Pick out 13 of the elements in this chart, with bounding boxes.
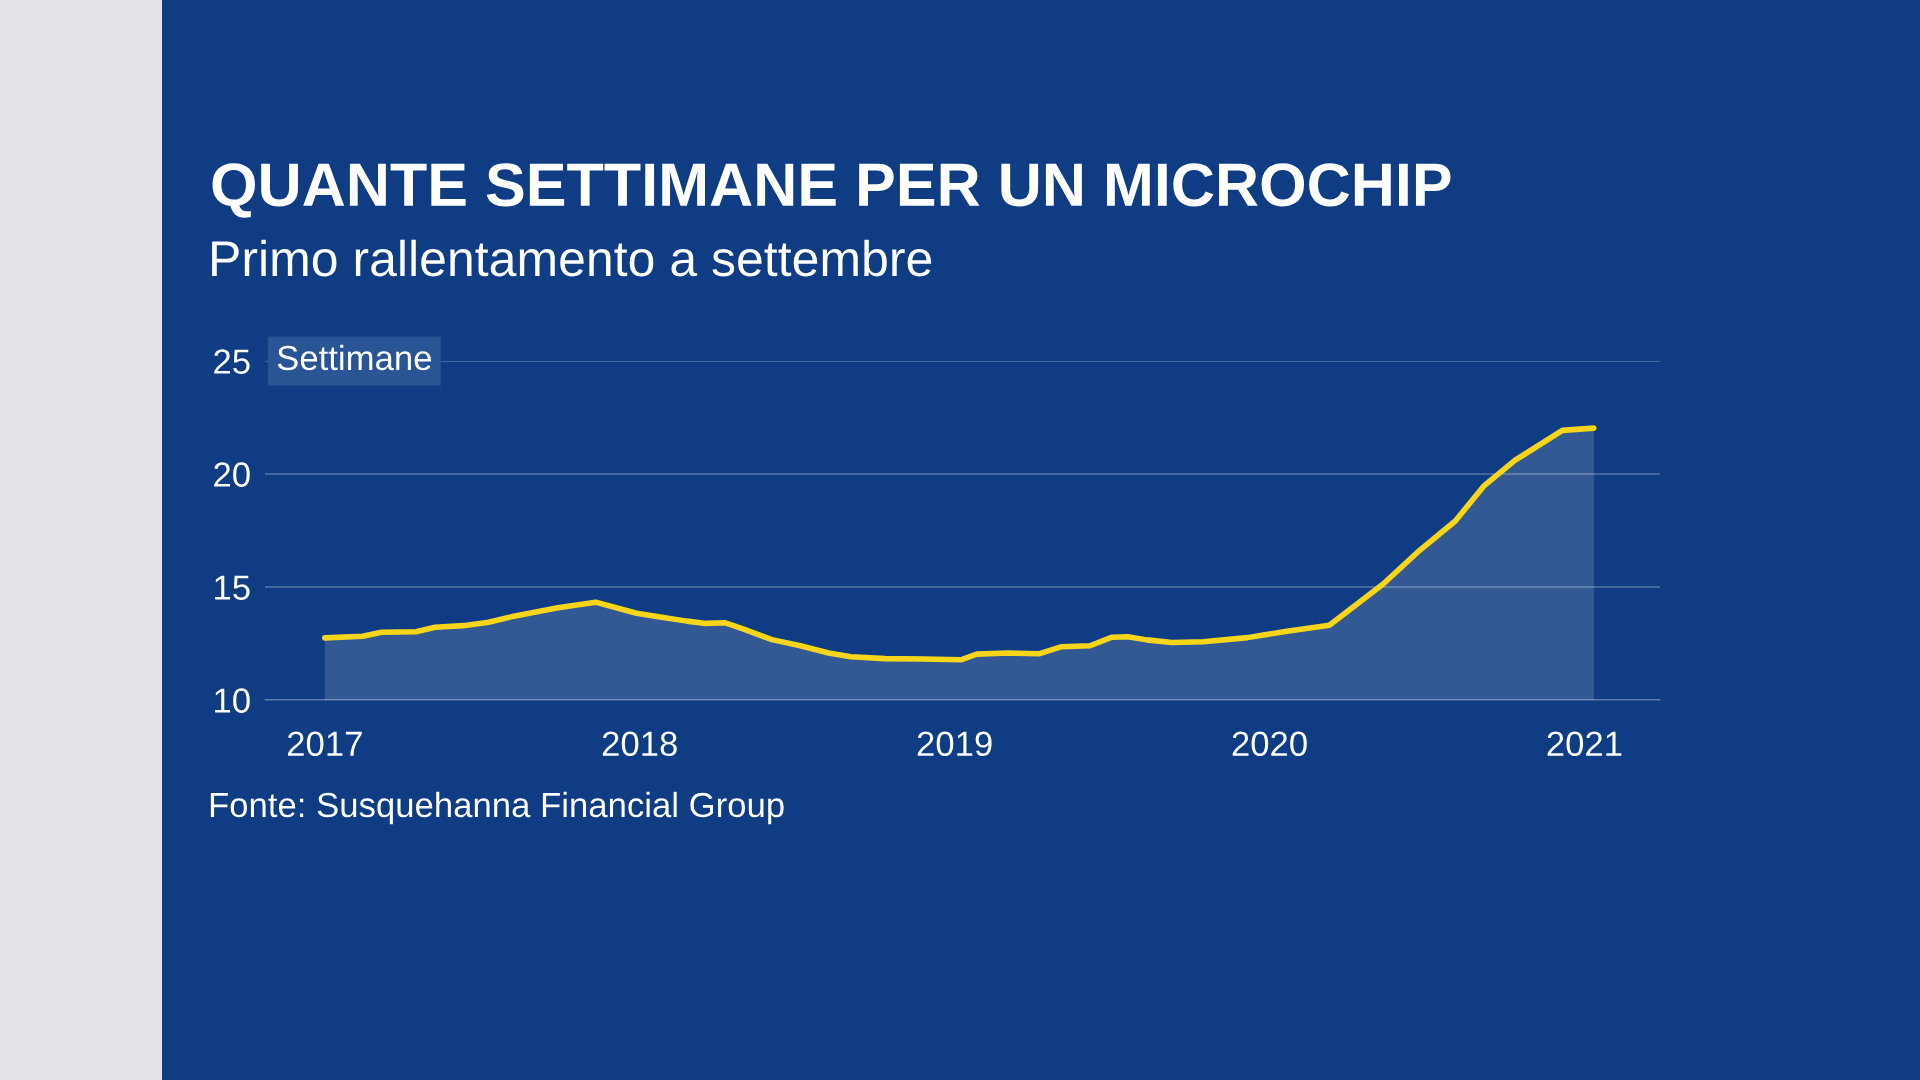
x-tick-label: 2019: [917, 731, 992, 757]
chart-subtitle: Primo rallentamento a settembre: [212, 239, 932, 277]
x-tick-label: 2018: [602, 731, 677, 757]
x-tick-label: 2021: [1547, 731, 1622, 757]
x-tick-label: 2017: [287, 731, 362, 757]
y-tick-label: 15: [215, 575, 250, 600]
y-tick-label: 20: [214, 462, 250, 487]
y-tick-label: 25: [214, 349, 250, 374]
chart-title: QUANTE SETTIMANE PER UN MICROCHIP: [212, 163, 1451, 218]
y-axis-title: Settimane: [277, 344, 431, 371]
y-tick-label: 10: [215, 688, 250, 713]
x-tick-label: 2020: [1232, 731, 1307, 757]
source-note: Fonte: Susquehanna Financial Group: [210, 791, 784, 825]
